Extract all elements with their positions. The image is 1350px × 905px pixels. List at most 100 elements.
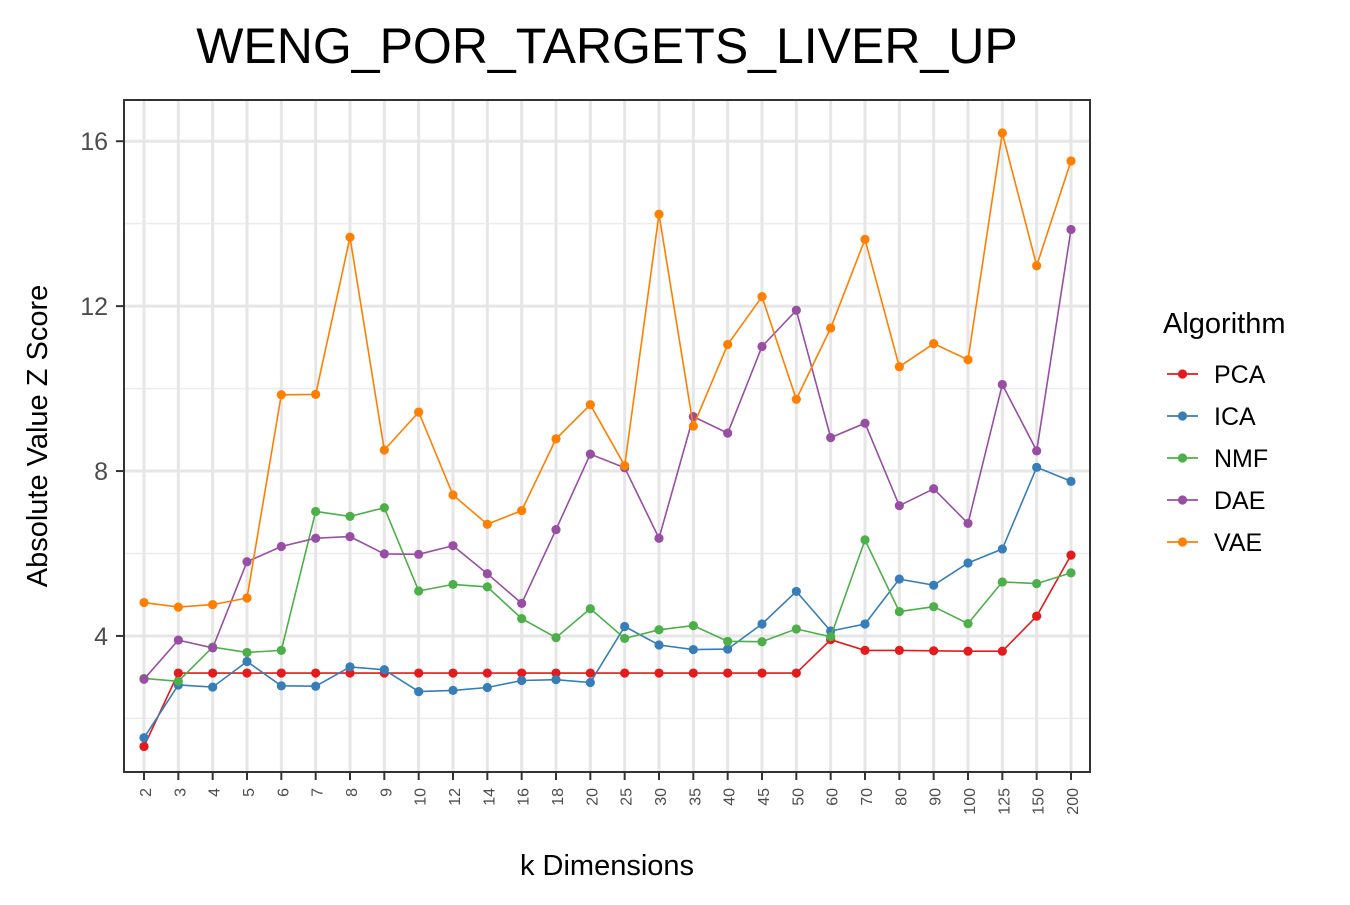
data-point-pca — [1032, 611, 1042, 621]
data-point-nmf — [860, 535, 870, 545]
data-point-pca — [242, 668, 252, 678]
data-point-nmf — [826, 632, 836, 642]
data-point-nmf — [414, 586, 424, 596]
data-point-nmf — [311, 506, 321, 517]
data-point-ica — [448, 685, 458, 695]
data-point-ica — [997, 544, 1007, 554]
x-tick-label: 5 — [241, 788, 258, 797]
legend-label: VAE — [1214, 529, 1262, 557]
data-point-pca — [791, 668, 801, 678]
x-tick-label: 14 — [481, 788, 498, 806]
data-point-nmf — [654, 625, 664, 635]
data-point-ica — [517, 675, 527, 686]
data-point-vae — [723, 339, 733, 350]
legend-item-nmf: NMF — [1167, 445, 1268, 473]
series-line-dae — [143, 229, 1072, 680]
y-tick-label: 16 — [80, 128, 108, 156]
data-point-nmf — [551, 633, 561, 643]
data-point-ica — [482, 682, 492, 693]
x-tick-label: 150 — [1031, 788, 1048, 815]
x-axis-label: k Dimensions — [520, 850, 694, 882]
data-point-nmf — [688, 621, 698, 631]
legend-title: Algorithm — [1163, 308, 1286, 340]
data-point-pca — [654, 668, 664, 678]
data-point-ica — [963, 558, 973, 568]
chart-title: WENG_POR_TARGETS_LIVER_UP — [196, 18, 1018, 74]
data-point-vae — [173, 602, 183, 612]
data-point-nmf — [997, 577, 1007, 587]
data-point-pca — [963, 646, 973, 656]
y-tick-label: 4 — [94, 623, 108, 651]
data-point-ica — [311, 681, 321, 691]
x-tick-label: 7 — [310, 788, 327, 797]
data-point-vae — [311, 389, 321, 399]
data-point-vae — [620, 461, 630, 471]
data-point-ica — [585, 677, 595, 688]
x-tick-label: 35 — [687, 788, 704, 806]
x-tick-label: 9 — [378, 788, 395, 797]
x-tick-label: 80 — [893, 788, 910, 806]
data-point-ica — [242, 656, 252, 667]
data-point-vae — [345, 232, 355, 242]
data-point-dae — [517, 598, 527, 608]
data-point-dae — [963, 518, 973, 529]
data-point-dae — [894, 501, 904, 511]
data-point-nmf — [1032, 578, 1042, 589]
data-point-dae — [139, 674, 149, 684]
x-tick-label: 40 — [722, 788, 739, 806]
data-point-dae — [482, 569, 492, 579]
data-point-nmf — [482, 582, 492, 592]
x-tick-label: 4 — [207, 788, 224, 797]
legend-label: NMF — [1214, 445, 1268, 473]
data-point-ica — [688, 644, 698, 655]
data-point-vae — [482, 519, 492, 529]
data-point-vae — [551, 434, 561, 444]
data-point-vae — [997, 128, 1007, 138]
x-tick-label: 12 — [447, 788, 464, 806]
data-point-pca — [757, 668, 767, 678]
x-tick-label: 100 — [962, 788, 979, 815]
data-point-nmf — [723, 636, 733, 646]
data-point-vae — [1066, 156, 1076, 166]
data-point-dae — [1032, 446, 1042, 456]
data-point-pca — [482, 668, 492, 678]
data-point-nmf — [1066, 568, 1076, 578]
x-tick-label: 60 — [825, 788, 842, 806]
legend-key-point — [1177, 453, 1188, 463]
data-point-dae — [208, 643, 218, 653]
legend-label: ICA — [1214, 403, 1256, 431]
data-point-ica — [276, 681, 286, 691]
series-line-vae — [143, 132, 1072, 608]
data-point-pca — [585, 668, 595, 678]
data-point-ica — [860, 619, 870, 629]
data-point-pca — [723, 668, 733, 678]
data-point-pca — [929, 646, 939, 656]
data-point-pca — [208, 668, 218, 678]
data-point-nmf — [242, 647, 252, 658]
x-tick-label: 45 — [756, 788, 773, 806]
legend: Algorithm PCA ICA NMF DAE VAE — [1163, 308, 1286, 557]
x-tick-label: 16 — [516, 788, 533, 806]
data-point-nmf — [276, 645, 286, 655]
data-point-nmf — [173, 676, 183, 686]
data-point-vae — [654, 209, 664, 219]
x-tick-label: 3 — [172, 788, 189, 797]
x-tick-label: 8 — [344, 788, 361, 797]
data-point-dae — [826, 433, 836, 443]
data-point-vae — [448, 490, 458, 500]
data-point-dae — [654, 533, 664, 543]
y-axis-label: Absolute Value Z Score — [22, 285, 54, 588]
data-point-nmf — [345, 511, 355, 521]
legend-label: PCA — [1214, 361, 1266, 389]
data-point-dae — [929, 484, 939, 494]
data-point-vae — [242, 593, 252, 603]
data-point-pca — [860, 645, 870, 655]
data-point-vae — [1032, 261, 1042, 271]
data-point-ica — [929, 580, 939, 590]
data-point-dae — [860, 418, 870, 428]
series-line-ica — [143, 466, 1072, 739]
series-dae — [139, 224, 1076, 684]
series-pca — [139, 550, 1076, 752]
data-point-pca — [551, 668, 561, 678]
